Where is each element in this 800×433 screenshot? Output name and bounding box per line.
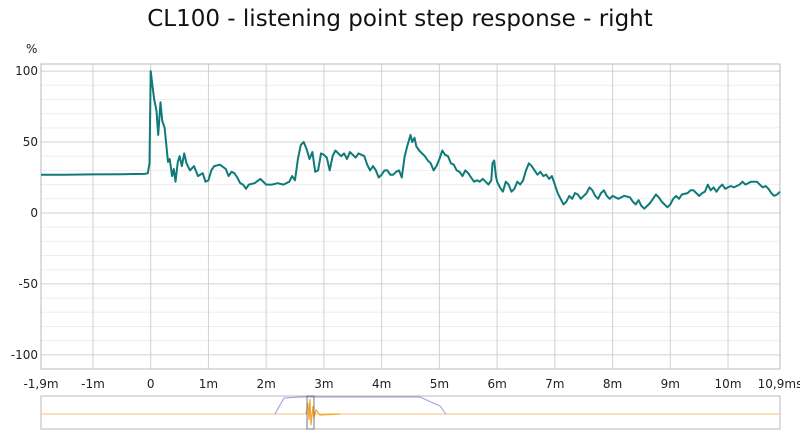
x-tick-label: -1m xyxy=(81,377,105,391)
x-tick-label: 10,9ms xyxy=(758,377,800,391)
x-tick-label: 8m xyxy=(603,377,622,391)
x-tick-label: 3m xyxy=(314,377,333,391)
x-tick-label: 10m xyxy=(715,377,742,391)
y-axis-unit-label: % xyxy=(26,42,37,56)
overview-viewport-handle[interactable] xyxy=(306,395,315,430)
x-tick-label: 6m xyxy=(487,377,506,391)
x-tick-label: -1,9m xyxy=(23,377,58,391)
x-tick-label: 7m xyxy=(545,377,564,391)
y-tick-label: -100 xyxy=(11,348,38,362)
series-line-step-response xyxy=(41,70,781,210)
x-tick-label: 4m xyxy=(372,377,391,391)
plot-frame xyxy=(40,63,781,370)
overview-envelope xyxy=(274,396,447,415)
chart-title: CL100 - listening point step response - … xyxy=(147,6,653,32)
y-tick-label: 50 xyxy=(23,135,38,149)
x-tick-label: 9m xyxy=(661,377,680,391)
x-tick-label: 5m xyxy=(430,377,449,391)
x-tick-label: 0 xyxy=(147,377,155,391)
y-tick-label: -50 xyxy=(18,277,38,291)
grid-layer xyxy=(40,64,781,370)
y-tick-label: 100 xyxy=(15,64,38,78)
x-tick-label: 2m xyxy=(257,377,276,391)
x-tick-label: 1m xyxy=(199,377,218,391)
overview-navigator[interactable] xyxy=(40,395,781,430)
overview-frame[interactable] xyxy=(40,395,781,430)
overview-impulse xyxy=(305,398,341,426)
y-tick-label: 0 xyxy=(30,206,38,220)
axis-layer: 100 50 0 -50 -100 -1,9m -1m 0 1m 2m 3m 4m 5m 6m 7m 8m 9m… xyxy=(11,64,800,391)
